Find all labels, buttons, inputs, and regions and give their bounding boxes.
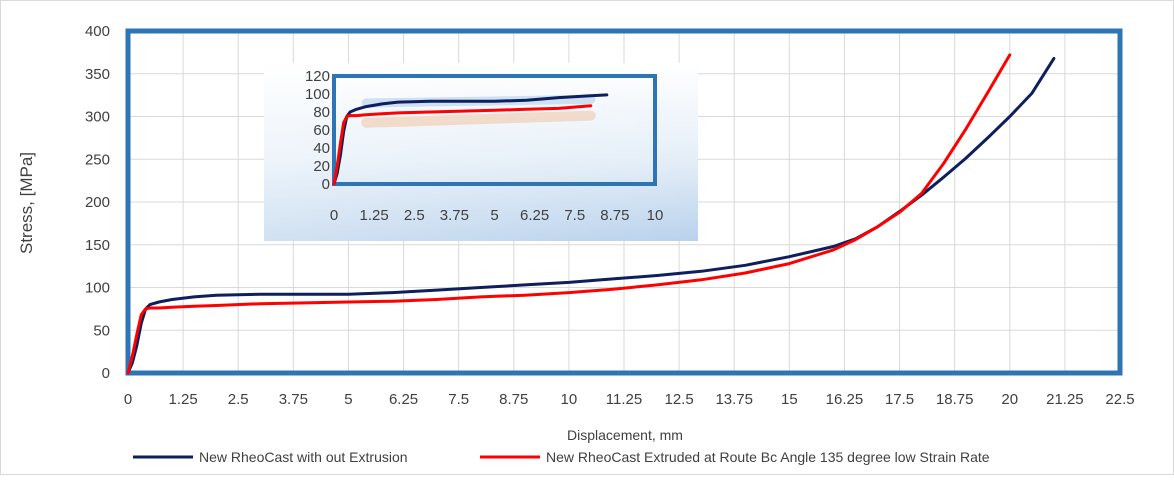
inset-x-tick-label: 0 <box>330 207 338 224</box>
x-axis-label: Displacement, mm <box>567 427 683 443</box>
inset-y-tick-label: 0 <box>322 176 330 193</box>
y-tick-label: 400 <box>85 23 110 40</box>
inset-y-tick-label: 100 <box>305 86 330 103</box>
inset-x-tick-label: 7.5 <box>564 207 585 224</box>
y-tick-label: 300 <box>85 109 110 126</box>
plot-area-border <box>125 28 1123 376</box>
x-tick-label: 8.75 <box>499 391 528 408</box>
inset-x-tick-label: 10 <box>647 207 664 224</box>
inset-y-tick-label: 60 <box>313 122 330 139</box>
y-tick-label: 250 <box>85 151 110 168</box>
series-lines <box>126 53 1056 375</box>
y-tick-label: 50 <box>93 322 110 339</box>
plot-frame <box>125 28 1123 376</box>
x-tick-label: 10 <box>561 391 578 408</box>
x-tick-label: 12.5 <box>665 391 694 408</box>
y-tick-label: 100 <box>85 280 110 297</box>
legend: New RheoCast with out Extrusion New RheoC… <box>133 449 990 465</box>
y-axis-ticks: 0 50 100 150 200 250 300 350 400 <box>85 23 110 382</box>
x-tick-label: 3.75 <box>279 391 308 408</box>
series-line-1 <box>126 56 1056 375</box>
inset-y-tick-label: 80 <box>313 104 330 121</box>
inset-series-line-2 <box>332 104 593 186</box>
inset-background-sheen <box>264 63 698 241</box>
x-tick-label: 5 <box>344 391 352 408</box>
x-axis-ticks: 0 1.25 2.5 3.75 5 6.25 7.5 8.75 10 11.25 12.5 13.75… <box>124 391 1135 408</box>
inset-chart: 0 1.25 2.5 3.75 5 6.25 7.5 8.75 1002040608010012… <box>264 63 698 241</box>
x-tick-label: 20 <box>1001 391 1018 408</box>
x-tick-label: 17.5 <box>885 391 914 408</box>
inset-x-tick-label: 8.75 <box>600 207 629 224</box>
x-tick-label: 18.75 <box>936 391 974 408</box>
x-tick-label: 16.25 <box>826 391 864 408</box>
legend-label-2: New RheoCast Extruded at Route Bc Angle … <box>546 449 990 465</box>
x-tick-label: 0 <box>124 391 132 408</box>
series-line-2 <box>126 53 1012 375</box>
x-tick-label: 2.5 <box>228 391 249 408</box>
x-tick-label: 6.25 <box>389 391 418 408</box>
x-tick-label: 21.25 <box>1046 391 1084 408</box>
inset-glow-orange <box>361 110 596 128</box>
x-tick-label: 11.25 <box>606 391 642 408</box>
legend-label-1: New RheoCast with out Extrusion <box>199 449 408 465</box>
y-axis-label: Stress, [MPa] <box>17 152 36 254</box>
x-tick-label: 1.25 <box>169 391 198 408</box>
x-tick-label: 22.5 <box>1105 391 1134 408</box>
inset-y-tick-label: 20 <box>313 158 330 175</box>
inset-x-tick-label: 5 <box>490 207 498 224</box>
inset-y-tick-label: 120 <box>305 68 330 85</box>
y-tick-label: 0 <box>102 365 110 382</box>
x-tick-label: 7.5 <box>448 391 469 408</box>
y-tick-label: 350 <box>85 66 110 83</box>
x-tick-label: 15 <box>781 391 798 408</box>
inset-series-line-1 <box>332 93 609 186</box>
inset-x-tick-label: 3.75 <box>440 207 469 224</box>
x-tick-label: 13.75 <box>715 391 753 408</box>
inset-x-tick-label: 6.25 <box>520 207 549 224</box>
inset-x-tick-label: 2.5 <box>404 207 425 224</box>
inset-x-tick-label: 1.25 <box>360 207 389 224</box>
inset-y-tick-label: 40 <box>313 140 330 157</box>
y-tick-label: 200 <box>85 194 110 211</box>
y-tick-label: 150 <box>85 237 110 254</box>
inset-plot-border <box>332 74 657 186</box>
